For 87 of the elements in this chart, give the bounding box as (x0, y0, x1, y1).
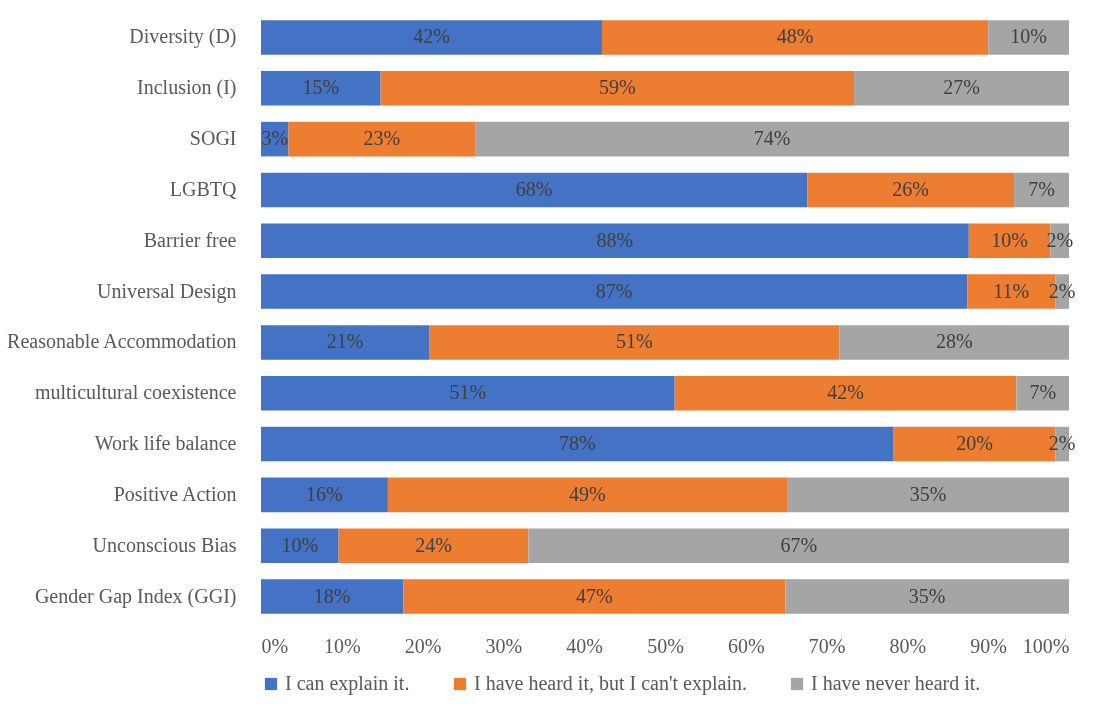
data-label: 28% (935, 330, 973, 353)
bar (787, 477, 1069, 513)
y-tick-label: Inclusion (I) (137, 76, 237, 100)
bar (261, 172, 808, 208)
data-label: 67% (780, 533, 818, 556)
bar (261, 528, 339, 564)
data-label: 23% (363, 127, 401, 150)
bar (674, 375, 1017, 411)
x-tick-label: 80% (889, 634, 927, 657)
bar (387, 477, 788, 513)
y-tick-label: Diversity (D) (129, 25, 237, 49)
data-label: 15% (302, 76, 340, 99)
bar (261, 477, 388, 513)
data-label: 11% (993, 279, 1030, 302)
data-label: 7% (1029, 381, 1057, 404)
y-tick-label: LGBTQ (169, 177, 238, 200)
y-tick-label: Barrier free (143, 228, 237, 251)
data-label: 47% (575, 584, 613, 607)
y-tick-label: Positive Action (113, 482, 237, 505)
bar (261, 20, 602, 55)
data-label: 59% (598, 76, 636, 99)
bar (807, 172, 1015, 208)
y-tick-label: Universal Design (97, 279, 237, 303)
bar (429, 325, 840, 360)
bar (475, 121, 1069, 157)
bar (785, 579, 1069, 614)
x-tick-label: 30% (485, 634, 523, 657)
y-tick-label: Unconscious Bias (92, 533, 237, 556)
bar (261, 375, 675, 411)
y-tick-label: Work life balance (94, 432, 237, 455)
data-label: 51% (449, 381, 487, 404)
data-label: 87% (595, 279, 633, 302)
data-label: 16% (306, 482, 343, 505)
bar (380, 70, 855, 106)
data-label: 51% (615, 330, 653, 353)
data-label: 10% (1010, 25, 1047, 48)
bar (854, 70, 1069, 106)
bar (261, 70, 381, 106)
data-label: 3% (261, 127, 289, 150)
data-label: 21% (326, 330, 364, 353)
y-tick-label: Gender Gap Index (GGI) (34, 584, 237, 608)
y-tick-label: SOGI (189, 127, 237, 150)
data-label: 74% (753, 127, 791, 150)
data-label: 35% (909, 482, 947, 505)
data-label: 35% (908, 584, 946, 607)
bar (988, 20, 1069, 55)
bar (261, 223, 969, 259)
y-tick-label: multicultural coexistence (34, 381, 237, 404)
bar (261, 274, 968, 309)
data-label: 10% (991, 228, 1028, 251)
data-label: 24% (415, 533, 452, 556)
x-tick-label: 0% (261, 634, 289, 657)
legend-label: I have never heard it. (811, 672, 981, 694)
bar (288, 121, 476, 157)
data-label: 48% (776, 25, 814, 48)
data-label: 7% (1028, 177, 1055, 200)
y-tick-label: Reasonable Accommodation (7, 330, 237, 353)
legend-label: I can explain it. (285, 672, 410, 695)
data-label: 18% (313, 584, 351, 607)
x-tick-label: 90% (970, 634, 1008, 657)
x-tick-label: 60% (727, 634, 765, 657)
bar (1016, 375, 1069, 411)
bar (528, 528, 1069, 564)
data-label: 88% (596, 228, 634, 251)
data-label: 26% (892, 177, 929, 200)
bar (261, 579, 404, 614)
x-tick-label: 50% (647, 634, 684, 657)
data-label: 42% (827, 381, 864, 404)
bar (261, 325, 430, 360)
data-label: 10% (281, 533, 319, 556)
bar (338, 528, 529, 564)
x-tick-label: 70% (808, 634, 846, 657)
data-label: 49% (569, 482, 606, 505)
x-tick-label: 20% (404, 634, 442, 657)
data-label: 27% (943, 76, 980, 99)
bar (601, 20, 989, 55)
bar (839, 325, 1069, 360)
data-label: 20% (956, 432, 993, 455)
x-tick-label: 40% (566, 634, 604, 657)
bar (403, 579, 786, 614)
x-tick-label: 10% (323, 634, 361, 657)
x-tick-label: 100% (1022, 634, 1070, 657)
data-label: 68% (515, 177, 553, 200)
legend-label: I have heard it, but I can't explain. (474, 672, 747, 695)
data-label: 78% (559, 432, 596, 455)
bar (261, 426, 894, 462)
data-label: 42% (413, 25, 450, 48)
